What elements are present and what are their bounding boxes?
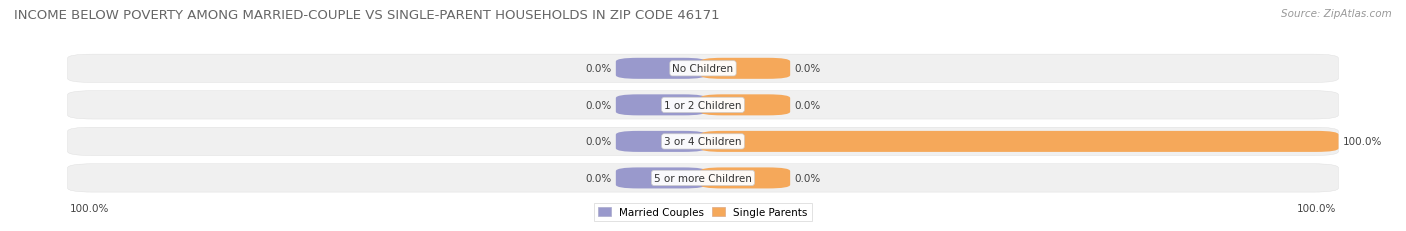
Text: 100.0%: 100.0% xyxy=(1343,137,1382,147)
Text: No Children: No Children xyxy=(672,64,734,74)
FancyBboxPatch shape xyxy=(700,58,790,79)
FancyBboxPatch shape xyxy=(616,95,706,116)
Text: 0.0%: 0.0% xyxy=(585,137,612,147)
Text: Source: ZipAtlas.com: Source: ZipAtlas.com xyxy=(1281,9,1392,19)
Text: 0.0%: 0.0% xyxy=(585,100,612,110)
Text: 0.0%: 0.0% xyxy=(585,64,612,74)
Text: 5 or more Children: 5 or more Children xyxy=(654,173,752,183)
Text: 0.0%: 0.0% xyxy=(585,173,612,183)
Text: INCOME BELOW POVERTY AMONG MARRIED-COUPLE VS SINGLE-PARENT HOUSEHOLDS IN ZIP COD: INCOME BELOW POVERTY AMONG MARRIED-COUPL… xyxy=(14,9,720,22)
FancyBboxPatch shape xyxy=(700,95,790,116)
Legend: Married Couples, Single Parents: Married Couples, Single Parents xyxy=(595,203,811,221)
FancyBboxPatch shape xyxy=(616,58,706,79)
FancyBboxPatch shape xyxy=(616,131,706,152)
FancyBboxPatch shape xyxy=(67,91,1339,119)
FancyBboxPatch shape xyxy=(67,55,1339,83)
FancyBboxPatch shape xyxy=(67,128,1339,156)
Text: 0.0%: 0.0% xyxy=(794,64,821,74)
FancyBboxPatch shape xyxy=(700,131,1339,152)
Text: 0.0%: 0.0% xyxy=(794,100,821,110)
Text: 0.0%: 0.0% xyxy=(794,173,821,183)
Text: 100.0%: 100.0% xyxy=(70,203,110,213)
Text: 100.0%: 100.0% xyxy=(1296,203,1336,213)
FancyBboxPatch shape xyxy=(67,164,1339,192)
Text: 1 or 2 Children: 1 or 2 Children xyxy=(664,100,742,110)
FancyBboxPatch shape xyxy=(700,168,790,189)
Text: 3 or 4 Children: 3 or 4 Children xyxy=(664,137,742,147)
FancyBboxPatch shape xyxy=(616,168,706,189)
